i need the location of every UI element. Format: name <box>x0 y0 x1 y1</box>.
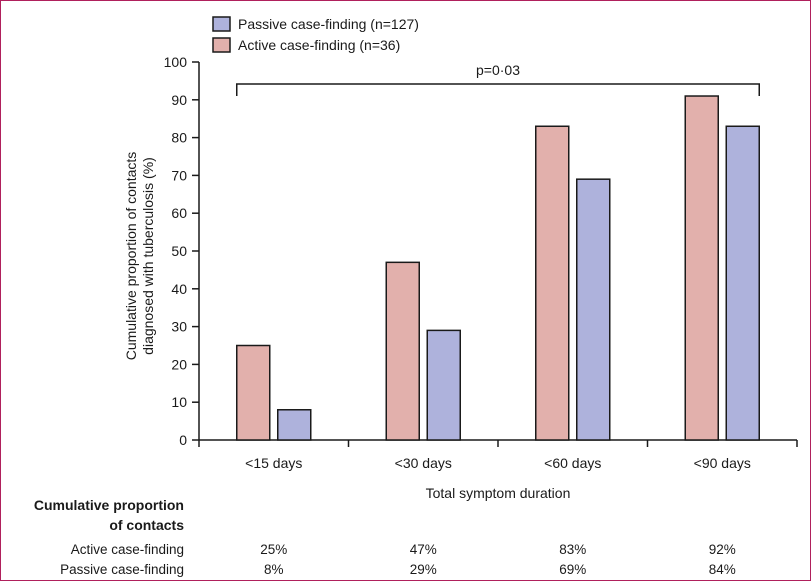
bars <box>236 95 760 441</box>
bracket-line <box>236 83 760 96</box>
x-tick-label: <90 days <box>694 455 751 471</box>
bar <box>576 178 611 441</box>
y-axis-label-line-2: diagnosed with tuberculosis (%) <box>140 157 156 355</box>
table-cell: 92% <box>709 542 736 557</box>
y-tick-label: 70 <box>171 167 187 183</box>
y-tick-label: 60 <box>171 205 187 221</box>
y-tick-label: 40 <box>171 281 187 297</box>
table-cell: 69% <box>559 562 586 577</box>
bar <box>535 125 570 441</box>
legend-label: Passive case-finding (n=127) <box>238 16 419 32</box>
legend-swatch <box>212 37 231 53</box>
y-tick-label: 90 <box>171 92 187 108</box>
p-value-label: p=0·03 <box>476 62 520 78</box>
table-cell: 8% <box>264 562 284 577</box>
y-tick-label: 30 <box>171 319 187 335</box>
x-axis-label: Total symptom duration <box>426 485 571 501</box>
table-cell: 83% <box>559 542 586 557</box>
significance-bracket: p=0·03 <box>236 62 760 96</box>
bar <box>426 329 461 441</box>
bar <box>684 95 719 441</box>
table-cell: 25% <box>260 542 287 557</box>
y-axis-label-line-1: Cumulative proportion of contacts <box>123 152 139 361</box>
y-tick-label: 10 <box>171 394 187 410</box>
table-row-label: Active case-finding <box>71 542 184 557</box>
table-heading-line-1: Cumulative proportion <box>34 497 184 513</box>
legend-label: Active case-finding (n=36) <box>238 37 400 53</box>
bar <box>725 125 760 441</box>
legend: Passive case-finding (n=127) Active case-… <box>212 16 419 53</box>
y-tick-label: 80 <box>171 130 187 146</box>
table-cell: 47% <box>410 542 437 557</box>
x-tick-label: <30 days <box>395 455 452 471</box>
table-rows: Active case-finding 25% 47% 83% 92% Passive c… <box>60 542 736 577</box>
table-heading-line-2: of contacts <box>109 517 184 533</box>
legend-swatch <box>212 16 231 32</box>
table-cell: 84% <box>709 562 736 577</box>
x-axis: <15 days <30 days <60 days <90 days <box>198 439 798 471</box>
y-axis: 0 10 20 30 40 50 60 70 80 90 100 <box>164 54 200 448</box>
table-cell: 29% <box>410 562 437 577</box>
x-tick-label: <60 days <box>544 455 601 471</box>
bar <box>236 344 271 441</box>
bar <box>385 261 420 441</box>
bar <box>277 409 312 441</box>
table-row-label: Passive case-finding <box>60 562 184 577</box>
summary-table: Cumulative proportion of contacts Active… <box>34 497 736 577</box>
y-tick-label: 0 <box>179 432 187 448</box>
x-tick-label: <15 days <box>245 455 302 471</box>
y-tick-label: 50 <box>171 243 187 259</box>
y-tick-label: 20 <box>171 356 187 372</box>
y-tick-label: 100 <box>164 54 188 70</box>
